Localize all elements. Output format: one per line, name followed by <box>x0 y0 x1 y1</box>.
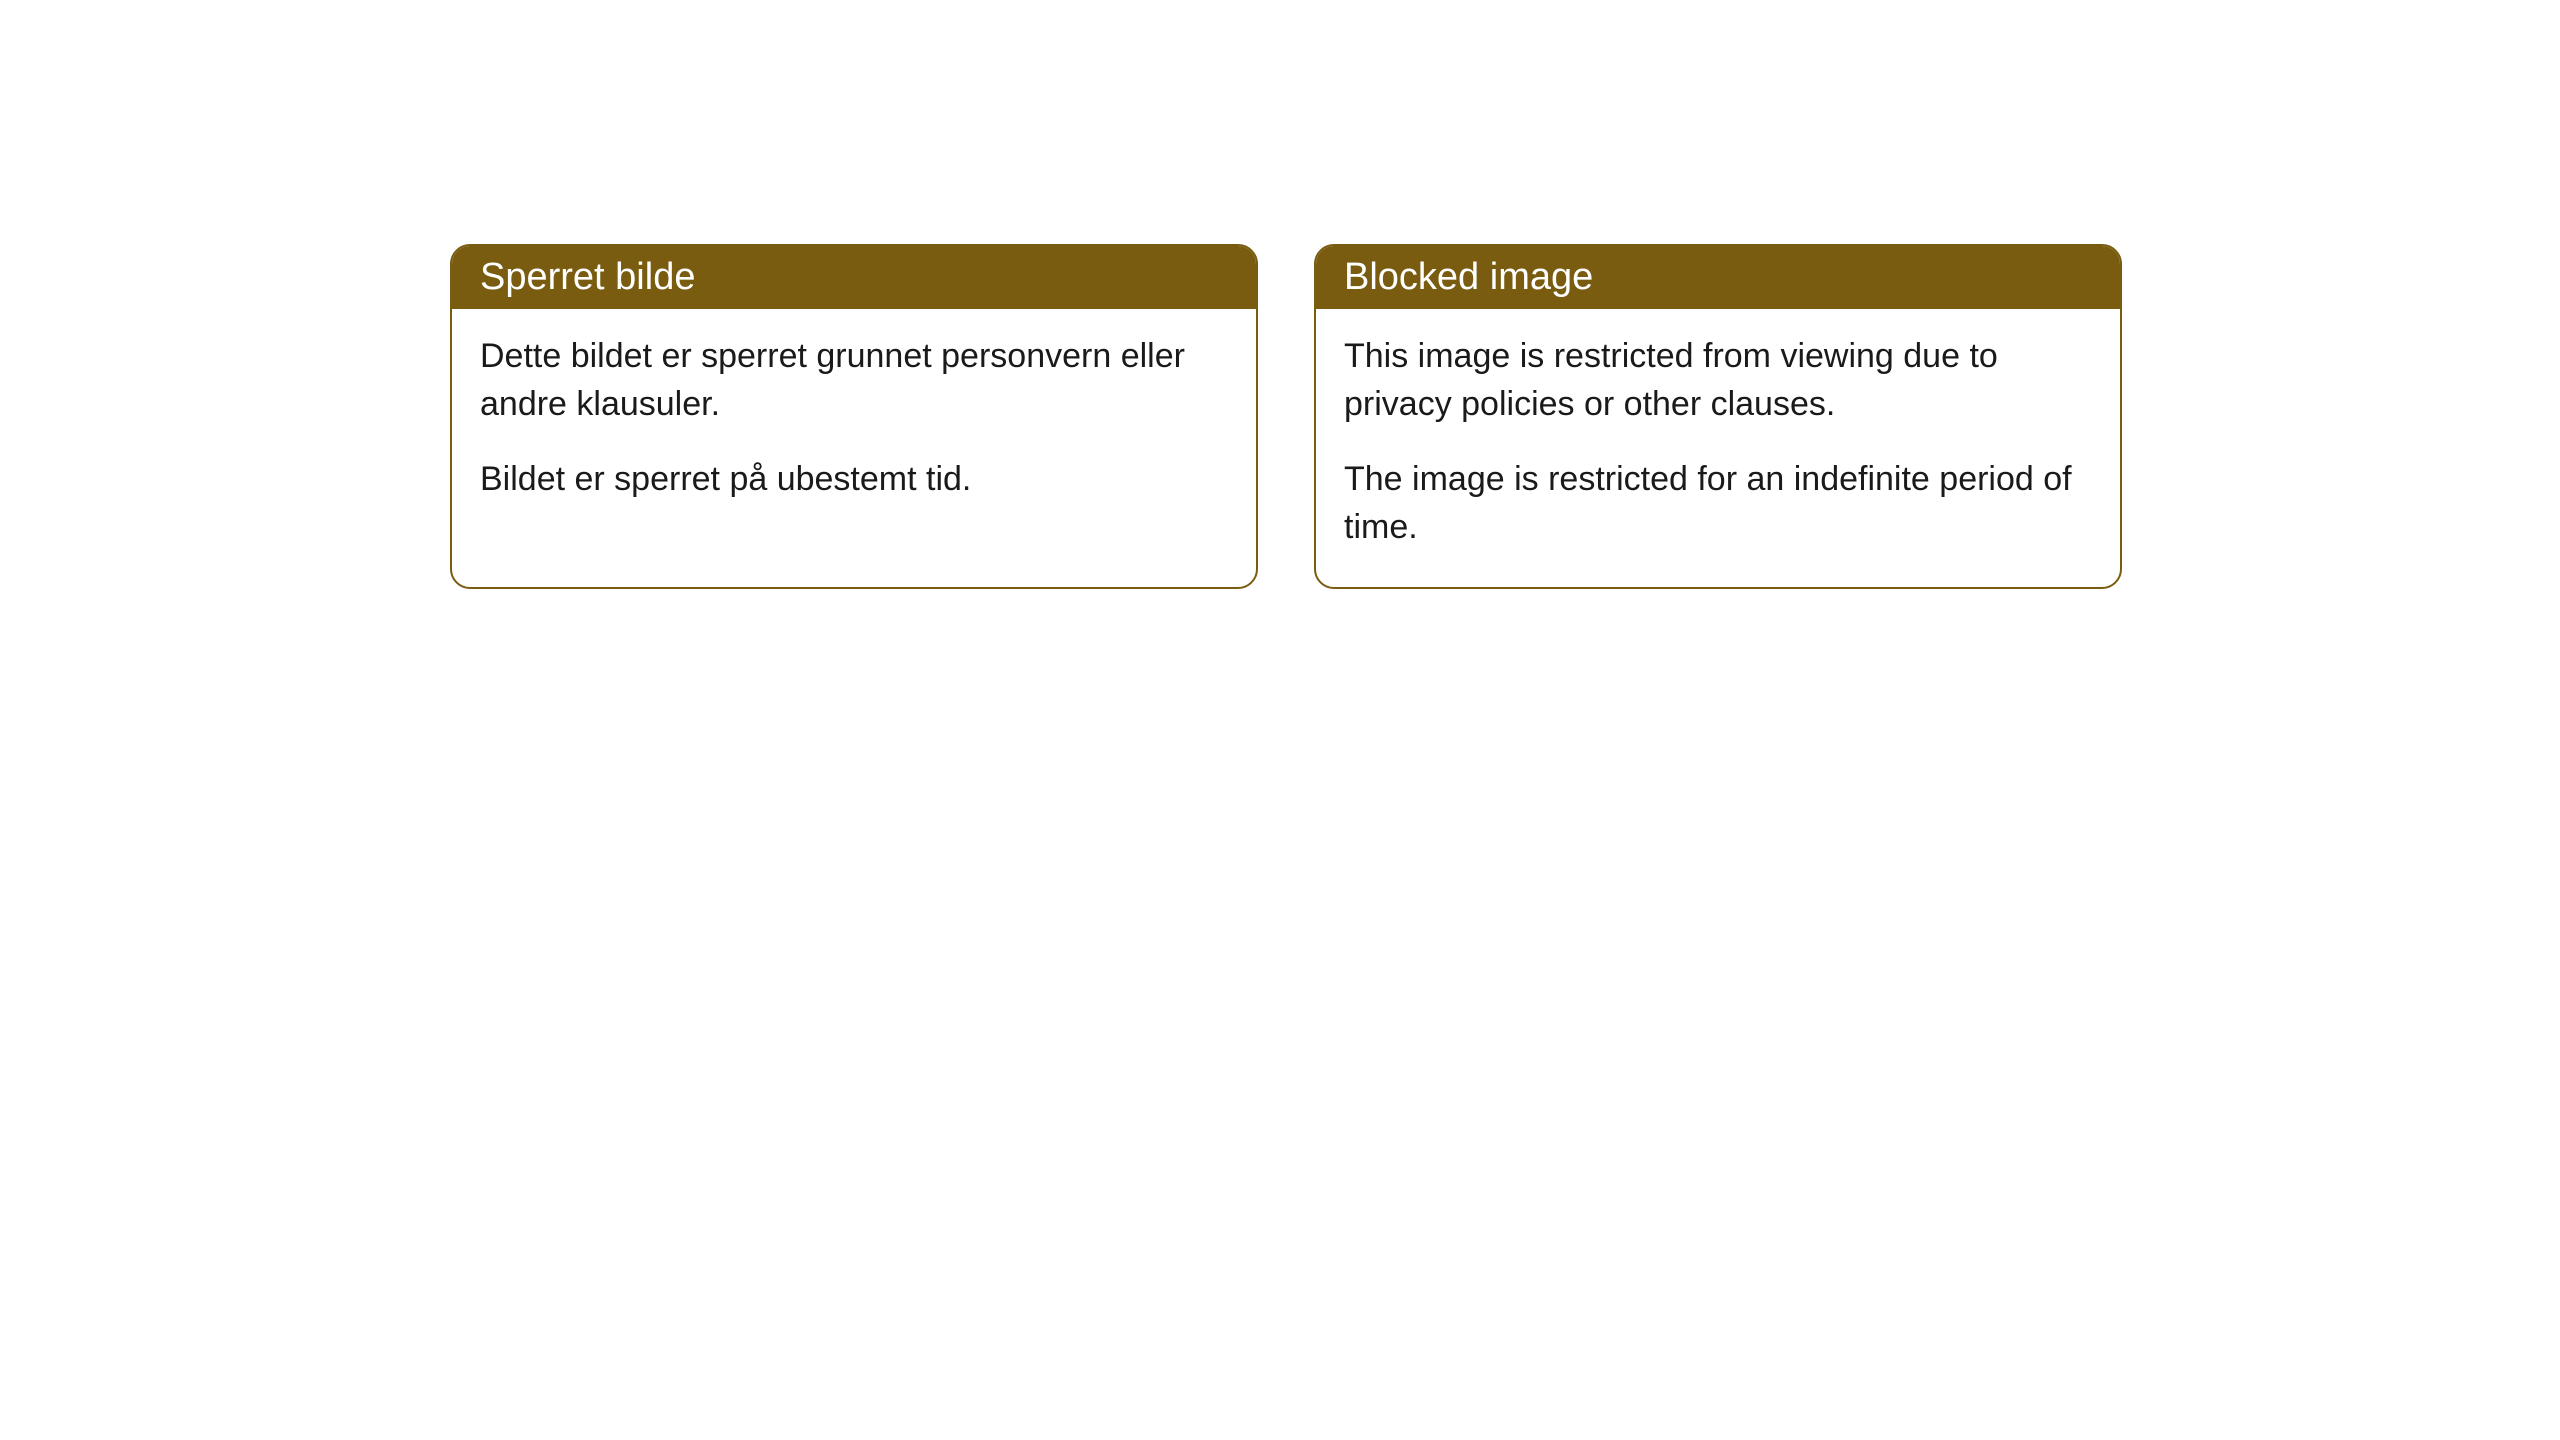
notice-text-line-1: Dette bildet er sperret grunnet personve… <box>480 333 1228 428</box>
notice-text-line-1: This image is restricted from viewing du… <box>1344 333 2092 428</box>
notice-body: Dette bildet er sperret grunnet personve… <box>452 309 1256 540</box>
notice-card-norwegian: Sperret bilde Dette bildet er sperret gr… <box>450 244 1258 589</box>
notice-card-english: Blocked image This image is restricted f… <box>1314 244 2122 589</box>
notice-header: Sperret bilde <box>452 246 1256 309</box>
notice-body: This image is restricted from viewing du… <box>1316 309 2120 587</box>
notice-container: Sperret bilde Dette bildet er sperret gr… <box>0 0 2560 589</box>
notice-text-line-2: The image is restricted for an indefinit… <box>1344 456 2092 551</box>
notice-header: Blocked image <box>1316 246 2120 309</box>
notice-text-line-2: Bildet er sperret på ubestemt tid. <box>480 456 1228 504</box>
notice-title: Sperret bilde <box>480 256 695 298</box>
notice-title: Blocked image <box>1344 256 1593 298</box>
